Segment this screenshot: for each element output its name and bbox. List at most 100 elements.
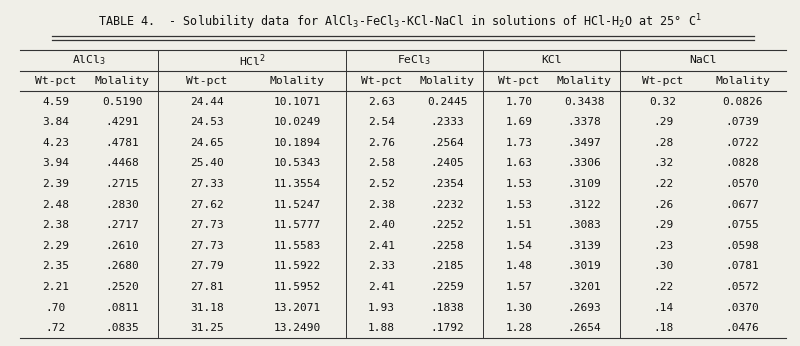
Text: .0781: .0781 <box>726 261 759 271</box>
Text: .4468: .4468 <box>106 158 139 169</box>
Text: 1.51: 1.51 <box>506 220 532 230</box>
Text: 1.57: 1.57 <box>506 282 532 292</box>
Text: KCl: KCl <box>542 55 562 65</box>
Text: 27.73: 27.73 <box>190 220 224 230</box>
Text: .32: .32 <box>653 158 673 169</box>
Text: .26: .26 <box>653 200 673 210</box>
Text: .4291: .4291 <box>106 117 139 127</box>
Text: 27.33: 27.33 <box>190 179 224 189</box>
Text: 2.38: 2.38 <box>42 220 70 230</box>
Text: Molality: Molality <box>95 76 150 86</box>
Text: 2.52: 2.52 <box>368 179 395 189</box>
Text: .28: .28 <box>653 138 673 148</box>
Text: 11.3554: 11.3554 <box>274 179 321 189</box>
Text: 27.73: 27.73 <box>190 241 224 251</box>
Text: 2.35: 2.35 <box>42 261 70 271</box>
Text: .3306: .3306 <box>567 158 602 169</box>
Text: 31.25: 31.25 <box>190 323 224 333</box>
Text: 4.59: 4.59 <box>42 97 70 107</box>
Text: 2.54: 2.54 <box>368 117 395 127</box>
Text: .0570: .0570 <box>726 179 759 189</box>
Text: 11.5922: 11.5922 <box>274 261 321 271</box>
Text: 2.40: 2.40 <box>368 220 395 230</box>
Text: 2.39: 2.39 <box>42 179 70 189</box>
Text: Molality: Molality <box>420 76 475 86</box>
Text: 24.53: 24.53 <box>190 117 224 127</box>
Text: 0.32: 0.32 <box>650 97 677 107</box>
Text: 0.3438: 0.3438 <box>564 97 605 107</box>
Text: .2258: .2258 <box>430 241 464 251</box>
Text: 11.5777: 11.5777 <box>274 220 321 230</box>
Text: .70: .70 <box>46 302 66 312</box>
Text: 1.93: 1.93 <box>368 302 395 312</box>
Text: 10.5343: 10.5343 <box>274 158 321 169</box>
Text: .3497: .3497 <box>567 138 602 148</box>
Text: .2680: .2680 <box>106 261 139 271</box>
Text: .0811: .0811 <box>106 302 139 312</box>
Text: .0476: .0476 <box>726 323 759 333</box>
Text: 13.2071: 13.2071 <box>274 302 321 312</box>
Text: Molality: Molality <box>270 76 325 86</box>
Text: 11.5583: 11.5583 <box>274 241 321 251</box>
Text: 2.76: 2.76 <box>368 138 395 148</box>
Text: Wt-pct: Wt-pct <box>642 76 684 86</box>
Text: 2.38: 2.38 <box>368 200 395 210</box>
Text: Molality: Molality <box>557 76 612 86</box>
Text: .3019: .3019 <box>567 261 602 271</box>
Text: 10.1894: 10.1894 <box>274 138 321 148</box>
Text: .30: .30 <box>653 261 673 271</box>
Text: .0677: .0677 <box>726 200 759 210</box>
Text: 27.62: 27.62 <box>190 200 224 210</box>
Text: 2.58: 2.58 <box>368 158 395 169</box>
Text: 24.44: 24.44 <box>190 97 224 107</box>
Text: .3109: .3109 <box>567 179 602 189</box>
Text: AlCl$_3$: AlCl$_3$ <box>72 54 106 67</box>
Text: .22: .22 <box>653 179 673 189</box>
Text: .2693: .2693 <box>567 302 602 312</box>
Text: .3139: .3139 <box>567 241 602 251</box>
Text: 10.0249: 10.0249 <box>274 117 321 127</box>
Text: 1.28: 1.28 <box>506 323 532 333</box>
Text: .23: .23 <box>653 241 673 251</box>
Text: .29: .29 <box>653 117 673 127</box>
Text: .72: .72 <box>46 323 66 333</box>
Text: 0.2445: 0.2445 <box>427 97 468 107</box>
Text: .2610: .2610 <box>106 241 139 251</box>
Text: .3378: .3378 <box>567 117 602 127</box>
Text: .0722: .0722 <box>726 138 759 148</box>
Text: .2259: .2259 <box>430 282 464 292</box>
Text: 2.21: 2.21 <box>42 282 70 292</box>
Text: 31.18: 31.18 <box>190 302 224 312</box>
Text: Wt-pct: Wt-pct <box>498 76 539 86</box>
Text: .14: .14 <box>653 302 673 312</box>
Text: 3.94: 3.94 <box>42 158 70 169</box>
Text: .0835: .0835 <box>106 323 139 333</box>
Text: .2354: .2354 <box>430 179 464 189</box>
Text: 1.30: 1.30 <box>506 302 532 312</box>
Text: 1.69: 1.69 <box>506 117 532 127</box>
Text: 2.41: 2.41 <box>368 282 395 292</box>
Text: 24.65: 24.65 <box>190 138 224 148</box>
Text: 0.5190: 0.5190 <box>102 97 142 107</box>
Text: .2232: .2232 <box>430 200 464 210</box>
Text: 1.88: 1.88 <box>368 323 395 333</box>
Text: 2.33: 2.33 <box>368 261 395 271</box>
Text: TABLE 4.  - Solubility data for AlCl$_3$-FeCl$_3$-KCl-NaCl in solutions of HCl-H: TABLE 4. - Solubility data for AlCl$_3$-… <box>98 12 702 32</box>
Text: .2252: .2252 <box>430 220 464 230</box>
Text: 3.84: 3.84 <box>42 117 70 127</box>
Text: .2405: .2405 <box>430 158 464 169</box>
Text: .0828: .0828 <box>726 158 759 169</box>
Text: 4.23: 4.23 <box>42 138 70 148</box>
Text: .1792: .1792 <box>430 323 464 333</box>
Text: .2715: .2715 <box>106 179 139 189</box>
Text: 13.2490: 13.2490 <box>274 323 321 333</box>
Text: 1.73: 1.73 <box>506 138 532 148</box>
Text: .18: .18 <box>653 323 673 333</box>
Text: 1.53: 1.53 <box>506 200 532 210</box>
Text: 11.5247: 11.5247 <box>274 200 321 210</box>
Text: 27.81: 27.81 <box>190 282 224 292</box>
Text: 2.29: 2.29 <box>42 241 70 251</box>
Text: NaCl: NaCl <box>689 55 717 65</box>
Text: Wt-pct: Wt-pct <box>35 76 77 86</box>
Text: 0.0826: 0.0826 <box>722 97 762 107</box>
